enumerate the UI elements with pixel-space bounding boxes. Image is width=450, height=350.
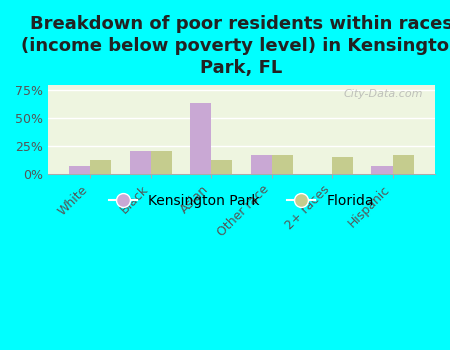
- Bar: [272, 155, 293, 174]
- Bar: [90, 160, 112, 174]
- Bar: [190, 104, 211, 174]
- Text: City-Data.com: City-Data.com: [344, 89, 423, 99]
- Bar: [332, 157, 353, 174]
- Bar: [372, 166, 393, 174]
- Title: Breakdown of poor residents within races
(income below poverty level) in Kensing: Breakdown of poor residents within races…: [21, 15, 450, 77]
- Bar: [251, 155, 272, 174]
- Bar: [393, 155, 414, 174]
- Legend: Kensington Park, Florida: Kensington Park, Florida: [104, 188, 379, 213]
- Bar: [69, 166, 90, 174]
- Bar: [151, 152, 172, 174]
- Bar: [130, 152, 151, 174]
- Bar: [211, 160, 232, 174]
